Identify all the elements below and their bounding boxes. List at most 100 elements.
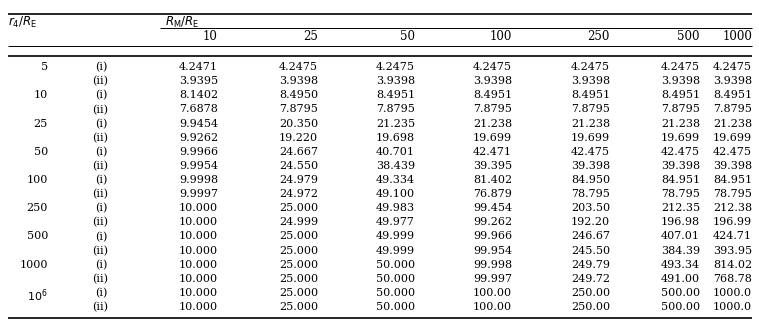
Text: 84.951: 84.951 [661, 175, 700, 185]
Text: 50: 50 [400, 30, 415, 43]
Text: 500.00: 500.00 [661, 288, 700, 298]
Text: 491.00: 491.00 [661, 274, 700, 284]
Text: 49.983: 49.983 [376, 203, 415, 213]
Text: 9.9998: 9.9998 [179, 175, 218, 185]
Text: 20.350: 20.350 [279, 119, 318, 128]
Text: 250.00: 250.00 [571, 302, 610, 312]
Text: (ii): (ii) [92, 104, 108, 115]
Text: $r_4/R_{\rm E}$: $r_4/R_{\rm E}$ [8, 15, 37, 30]
Text: 10.000: 10.000 [179, 260, 218, 270]
Text: 246.67: 246.67 [571, 231, 610, 242]
Text: 3.9398: 3.9398 [571, 76, 610, 86]
Text: 40.701: 40.701 [376, 147, 415, 157]
Text: 100.00: 100.00 [473, 288, 512, 298]
Text: 9.9262: 9.9262 [179, 133, 218, 143]
Text: 24.979: 24.979 [279, 175, 318, 185]
Text: 9.9966: 9.9966 [179, 147, 218, 157]
Text: 500.00: 500.00 [661, 302, 700, 312]
Text: 38.439: 38.439 [376, 161, 415, 171]
Text: 24.667: 24.667 [279, 147, 318, 157]
Text: 76.879: 76.879 [473, 189, 512, 199]
Text: 19.699: 19.699 [571, 133, 610, 143]
Text: 50.000: 50.000 [376, 302, 415, 312]
Text: 7.6878: 7.6878 [179, 104, 218, 114]
Text: 25.000: 25.000 [279, 245, 318, 256]
Text: 4.2475: 4.2475 [279, 62, 318, 72]
Text: 10: 10 [33, 90, 48, 100]
Text: 7.8795: 7.8795 [661, 104, 700, 114]
Text: 249.79: 249.79 [571, 260, 610, 270]
Text: (i): (i) [96, 62, 108, 72]
Text: (ii): (ii) [92, 302, 108, 312]
Text: 19.699: 19.699 [473, 133, 512, 143]
Text: 39.398: 39.398 [661, 161, 700, 171]
Text: 7.8795: 7.8795 [376, 104, 415, 114]
Text: (i): (i) [96, 175, 108, 185]
Text: 42.471: 42.471 [473, 147, 512, 157]
Text: 3.9398: 3.9398 [279, 76, 318, 86]
Text: 9.9954: 9.9954 [179, 161, 218, 171]
Text: 4.2471: 4.2471 [179, 62, 218, 72]
Text: 84.950: 84.950 [571, 175, 610, 185]
Text: 84.951: 84.951 [713, 175, 752, 185]
Text: 10: 10 [203, 30, 218, 43]
Text: (i): (i) [96, 288, 108, 298]
Text: 768.78: 768.78 [713, 274, 752, 284]
Text: (i): (i) [96, 90, 108, 101]
Text: 9.9997: 9.9997 [179, 189, 218, 199]
Text: 50: 50 [33, 147, 48, 157]
Text: 42.475: 42.475 [713, 147, 752, 157]
Text: 10.000: 10.000 [179, 288, 218, 298]
Text: (ii): (ii) [92, 133, 108, 143]
Text: 196.98: 196.98 [661, 217, 700, 227]
Text: 7.8795: 7.8795 [473, 104, 512, 114]
Text: 8.1402: 8.1402 [179, 90, 218, 100]
Text: 8.4951: 8.4951 [473, 90, 512, 100]
Text: (ii): (ii) [92, 76, 108, 86]
Text: 21.238: 21.238 [571, 119, 610, 128]
Text: 78.795: 78.795 [571, 189, 610, 199]
Text: 4.2475: 4.2475 [713, 62, 752, 72]
Text: 25.000: 25.000 [279, 274, 318, 284]
Text: 10.000: 10.000 [179, 302, 218, 312]
Text: 7.8795: 7.8795 [279, 104, 318, 114]
Text: (i): (i) [96, 147, 108, 157]
Text: 99.998: 99.998 [473, 260, 512, 270]
Text: 10.000: 10.000 [179, 274, 218, 284]
Text: 384.39: 384.39 [661, 245, 700, 256]
Text: (ii): (ii) [92, 217, 108, 228]
Text: 99.262: 99.262 [473, 217, 512, 227]
Text: 19.220: 19.220 [279, 133, 318, 143]
Text: 1000.0: 1000.0 [713, 288, 752, 298]
Text: (ii): (ii) [92, 161, 108, 171]
Text: 10.000: 10.000 [179, 217, 218, 227]
Text: 49.100: 49.100 [376, 189, 415, 199]
Text: 25: 25 [33, 119, 48, 128]
Text: 25.000: 25.000 [279, 302, 318, 312]
Text: 78.795: 78.795 [661, 189, 700, 199]
Text: 99.966: 99.966 [473, 231, 512, 242]
Text: 8.4951: 8.4951 [661, 90, 700, 100]
Text: 8.4951: 8.4951 [571, 90, 610, 100]
Text: 500: 500 [27, 231, 48, 242]
Text: 99.954: 99.954 [473, 245, 512, 256]
Text: 3.9395: 3.9395 [179, 76, 218, 86]
Text: 49.999: 49.999 [376, 245, 415, 256]
Text: 21.235: 21.235 [376, 119, 415, 128]
Text: 50.000: 50.000 [376, 288, 415, 298]
Text: (i): (i) [96, 119, 108, 129]
Text: (ii): (ii) [92, 245, 108, 256]
Text: 10.000: 10.000 [179, 245, 218, 256]
Text: 3.9398: 3.9398 [376, 76, 415, 86]
Text: 407.01: 407.01 [661, 231, 700, 242]
Text: 4.2475: 4.2475 [661, 62, 700, 72]
Text: 19.698: 19.698 [376, 133, 415, 143]
Text: 10.000: 10.000 [179, 203, 218, 213]
Text: 42.475: 42.475 [571, 147, 610, 157]
Text: 24.999: 24.999 [279, 217, 318, 227]
Text: 500: 500 [678, 30, 700, 43]
Text: (i): (i) [96, 260, 108, 270]
Text: 39.398: 39.398 [713, 161, 752, 171]
Text: 21.238: 21.238 [473, 119, 512, 128]
Text: 100: 100 [490, 30, 512, 43]
